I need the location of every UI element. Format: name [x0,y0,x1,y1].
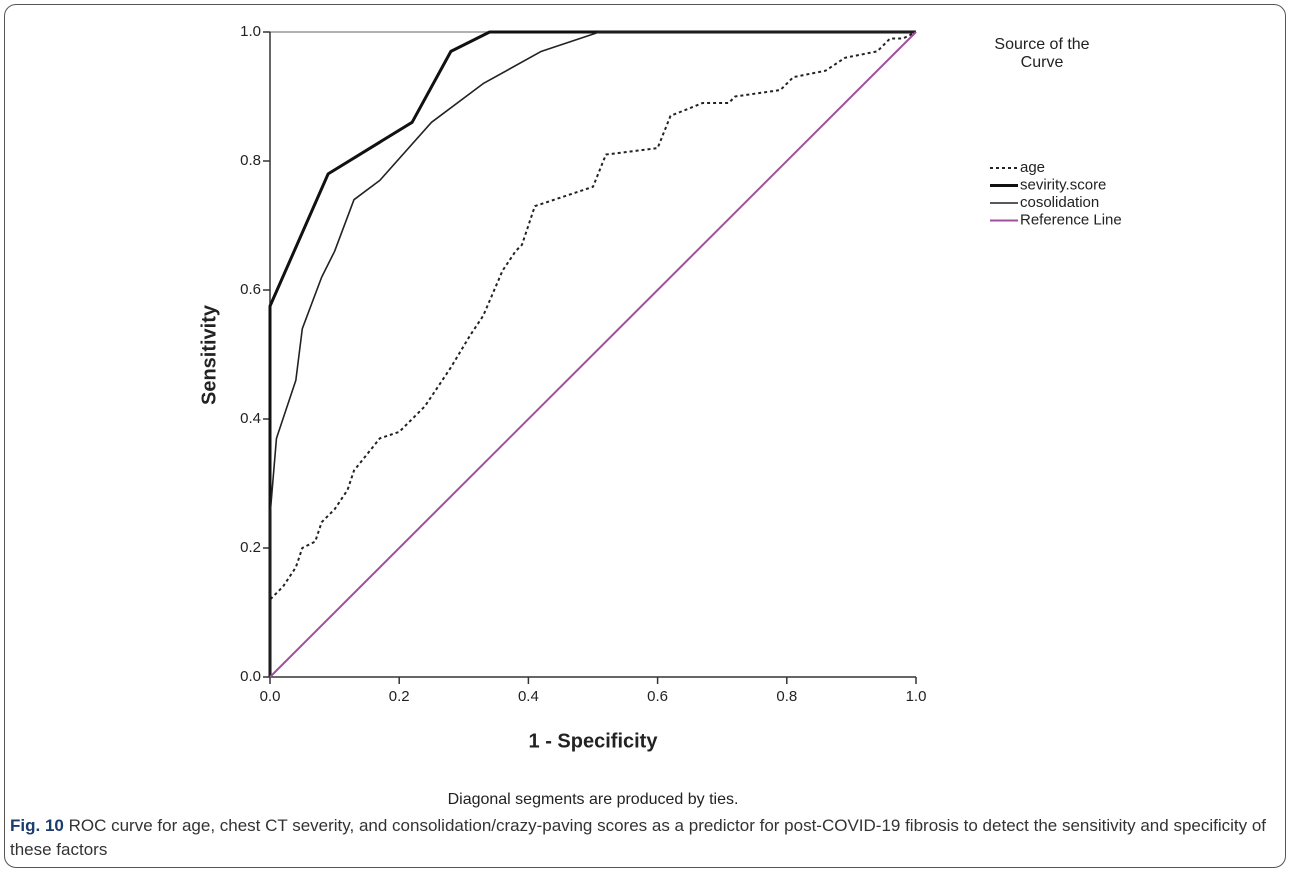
caption-label: Fig. 10 [10,816,64,835]
y-tick-label: 0.2 [240,539,261,556]
x-tick-label: 1.0 [906,688,927,705]
x-tick-label: 0.8 [776,688,797,705]
x-axis-title: 1 - Specificity [529,730,659,752]
x-tick-label: 0.6 [647,688,668,705]
note: Diagonal segments are produced by ties. [448,791,739,808]
caption-text: ROC curve for age, chest CT severity, an… [10,816,1267,859]
x-tick-label: 0.0 [260,688,281,705]
legend-label: Reference Line [1020,211,1122,228]
frame [4,4,1286,868]
legend-label: sevirity.score [1020,176,1106,193]
legend-label: cosolidation [1020,194,1099,211]
roc-curve [269,31,916,677]
legend-title: Source of the Curve [994,36,1090,71]
x-tick-label: 0.4 [518,688,539,705]
y-tick-label: 1.0 [240,23,261,40]
caption: Fig. 10 ROC curve for age, chest CT seve… [10,814,1280,862]
y-tick-label: 0.6 [240,281,261,298]
y-tick-label: 0.8 [240,152,261,169]
x-tick-label: 0.2 [389,688,410,705]
y-axis-title: Sensitivity [198,304,220,405]
y-tick-label: 0.4 [240,410,261,427]
roc-curve [269,31,917,677]
y-tick-label: 0.0 [240,668,261,685]
legend-label: age [1020,159,1045,176]
roc-curve [268,30,916,677]
roc-curve [269,31,917,678]
